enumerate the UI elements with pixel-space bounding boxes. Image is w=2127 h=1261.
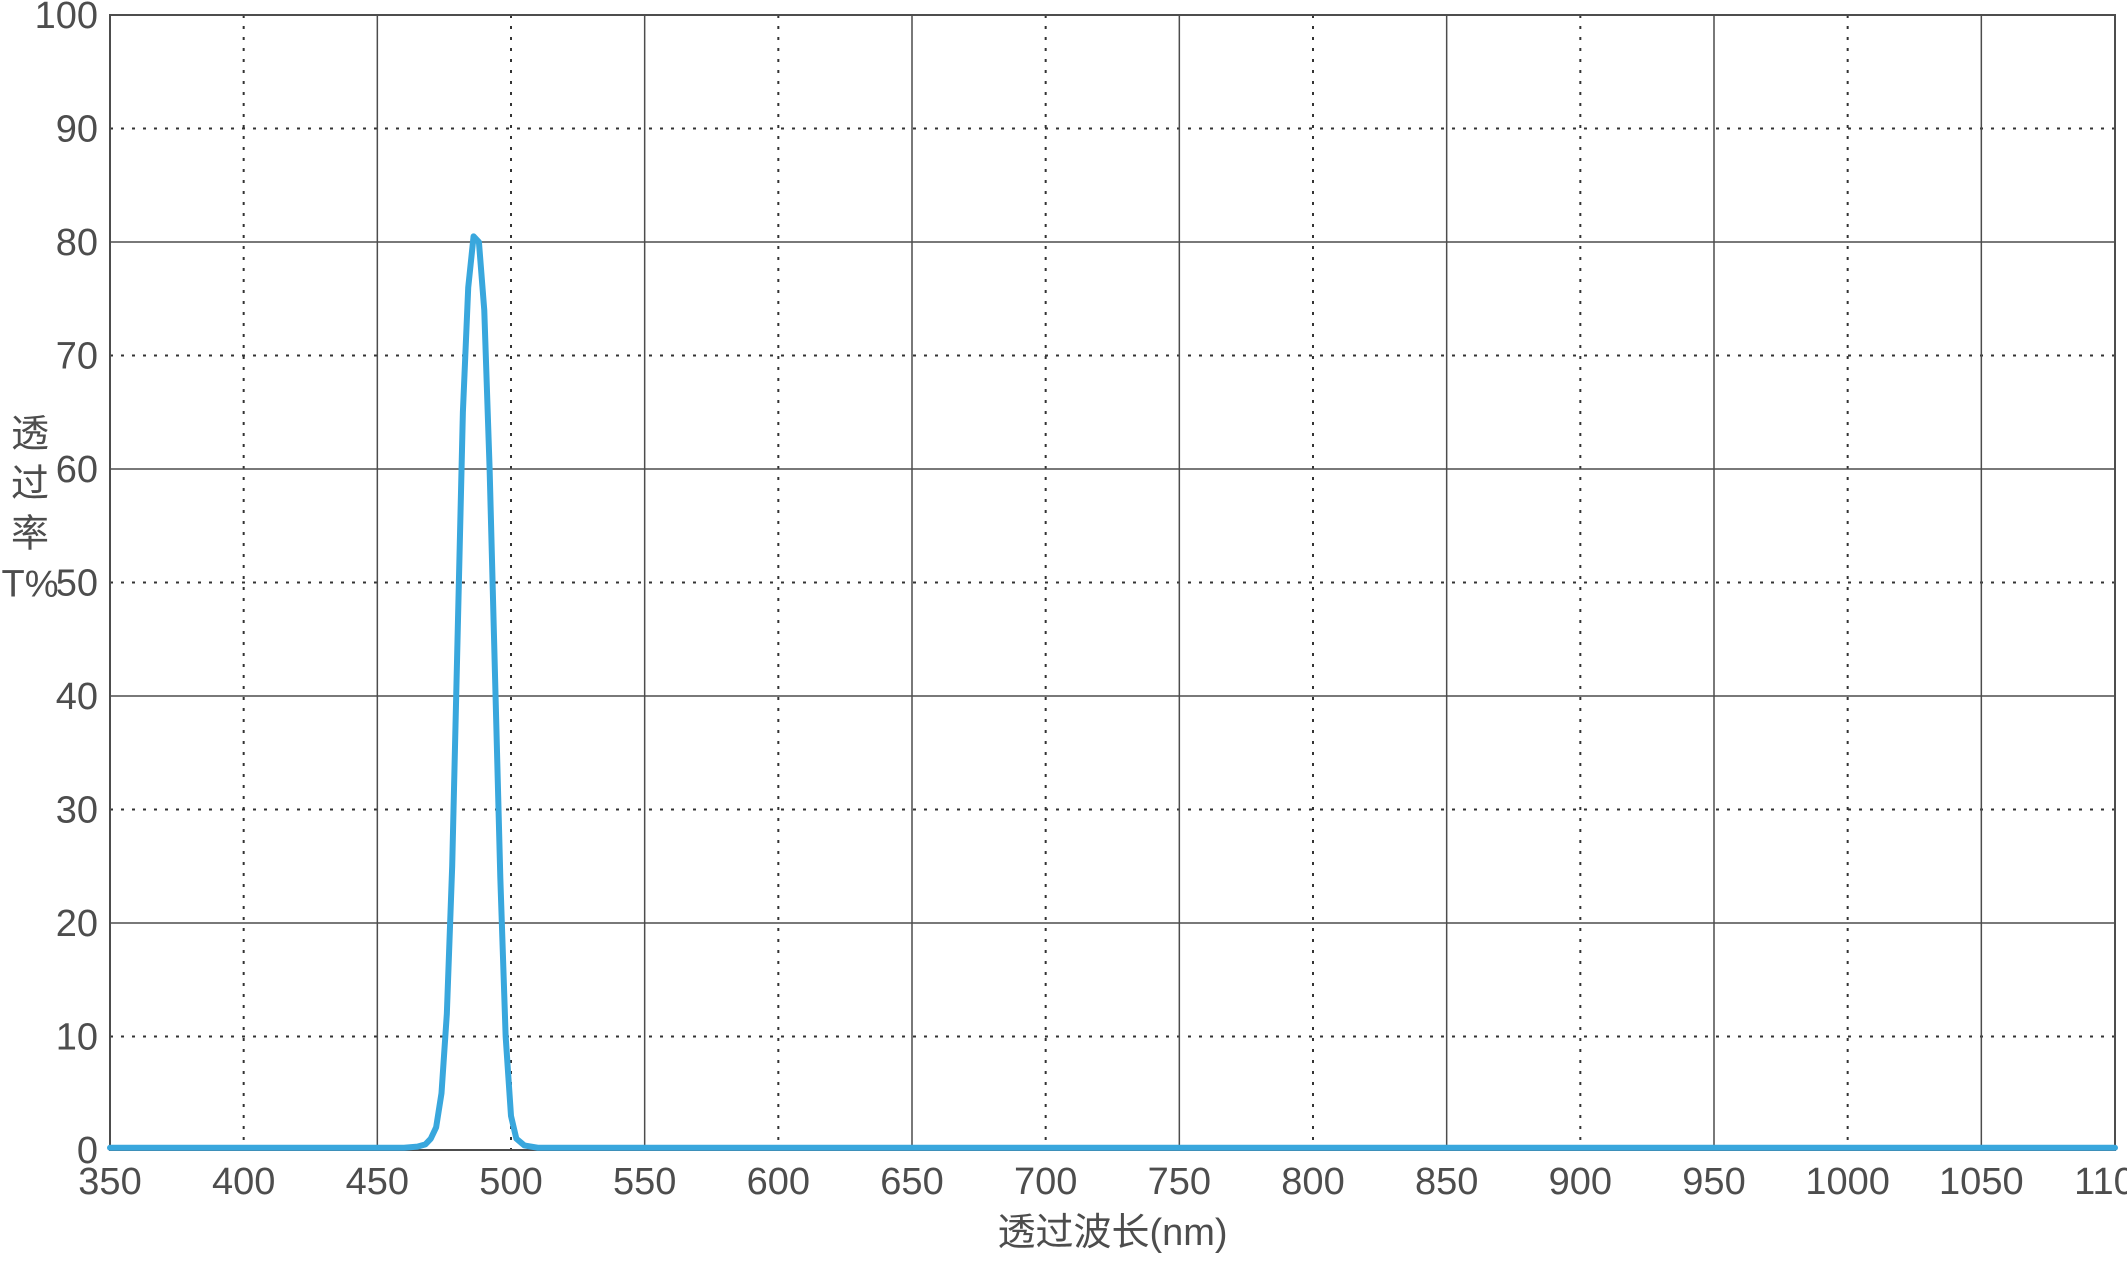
x-tick-label: 1050: [1939, 1161, 2024, 1203]
y-tick-label: 50: [56, 563, 98, 605]
x-tick-label: 600: [747, 1161, 810, 1203]
x-tick-label: 700: [1014, 1161, 1077, 1203]
y-axis-label: 过: [11, 463, 49, 505]
y-tick-label: 40: [56, 676, 98, 718]
x-tick-label: 1000: [1805, 1161, 1890, 1203]
y-tick-label: 90: [56, 109, 98, 151]
x-tick-label: 800: [1281, 1161, 1344, 1203]
x-tick-label: 850: [1415, 1161, 1478, 1203]
transmittance-chart: 3504004505005506006507007508008509009501…: [0, 0, 2127, 1261]
y-tick-label: 70: [56, 336, 98, 378]
chart-bg: [0, 0, 2127, 1261]
chart-svg: 3504004505005506006507007508008509009501…: [0, 0, 2127, 1261]
y-axis-label: 透: [11, 413, 49, 455]
x-tick-label: 550: [613, 1161, 676, 1203]
y-tick-label: 20: [56, 903, 98, 945]
y-axis-label: 率: [11, 513, 49, 555]
x-tick-label: 750: [1148, 1161, 1211, 1203]
x-tick-label: 900: [1549, 1161, 1612, 1203]
x-tick-label: 500: [479, 1161, 542, 1203]
x-tick-label: 400: [212, 1161, 275, 1203]
x-axis-label: 透过波长(nm): [997, 1212, 1227, 1254]
x-tick-label: 650: [880, 1161, 943, 1203]
y-tick-label: 80: [56, 222, 98, 264]
x-tick-label: 1100: [2074, 1161, 2127, 1203]
x-tick-label: 950: [1682, 1161, 1745, 1203]
y-tick-label: 60: [56, 449, 98, 491]
y-tick-label: 0: [77, 1130, 98, 1172]
y-tick-label: 100: [35, 0, 98, 37]
y-axis-label: T%: [2, 563, 59, 605]
y-tick-label: 10: [56, 1017, 98, 1059]
y-tick-label: 30: [56, 790, 98, 832]
x-tick-label: 450: [346, 1161, 409, 1203]
